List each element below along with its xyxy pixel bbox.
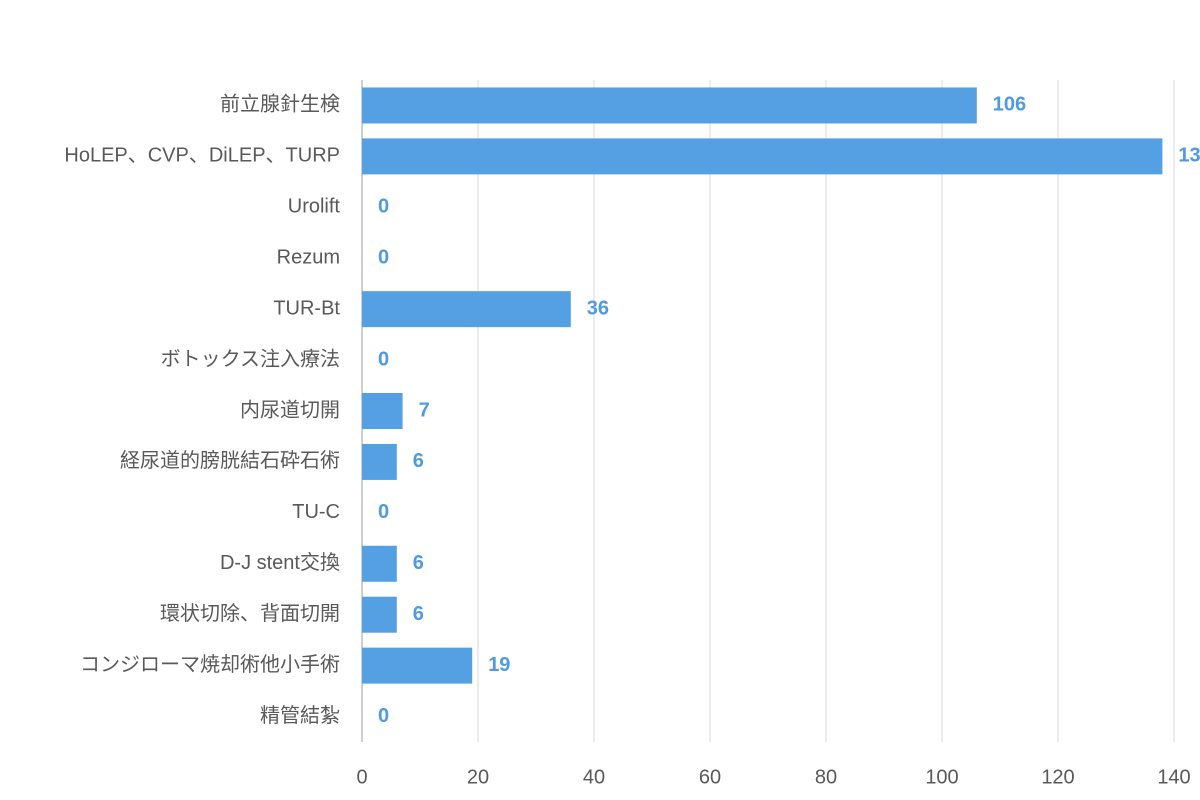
value-label: 138 — [1178, 145, 1200, 167]
value-label: 7 — [419, 399, 430, 421]
x-tick-label: 140 — [1157, 766, 1190, 788]
bar — [362, 291, 571, 328]
y-tick-label: 前立腺針生検 — [220, 93, 340, 116]
y-tick-label: TU-C — [292, 501, 340, 523]
value-label: 6 — [413, 450, 424, 472]
x-tick-label: 80 — [815, 766, 837, 788]
value-label: 36 — [587, 297, 609, 319]
value-label: 0 — [378, 705, 389, 727]
bar — [362, 393, 403, 429]
y-tick-label: 環状切除、背面切開 — [160, 602, 340, 625]
x-tick-label: 0 — [356, 766, 367, 788]
x-tick-label: 60 — [699, 766, 721, 788]
value-label: 0 — [378, 196, 389, 218]
value-label: 106 — [993, 94, 1026, 116]
y-tick-label: D-J stent交換 — [220, 551, 340, 574]
bar — [362, 596, 397, 633]
bar — [362, 87, 977, 124]
x-tick-label: 40 — [583, 766, 605, 788]
x-tick-label: 20 — [467, 766, 489, 788]
y-tick-label: TUR-Bt — [273, 297, 340, 319]
bar — [362, 647, 473, 684]
y-tick-label: ボトックス注入療法 — [161, 347, 340, 370]
value-label: 6 — [413, 603, 424, 625]
y-tick-label: 内尿道切開 — [240, 398, 340, 421]
bar — [362, 443, 397, 480]
bar — [362, 138, 1163, 175]
value-label: 0 — [378, 501, 389, 523]
value-label: 0 — [378, 247, 389, 269]
y-tick-label: 経尿道的膀胱結石砕石術 — [120, 449, 340, 472]
bar — [362, 545, 397, 582]
value-label: 19 — [488, 654, 510, 676]
y-tick-label: 精管結紮 — [260, 704, 340, 727]
value-label: 6 — [413, 552, 424, 574]
y-tick-label: Rezum — [277, 247, 340, 269]
y-tick-label: コンジローマ焼却術他小手術 — [80, 653, 340, 676]
value-label: 0 — [378, 348, 389, 370]
x-tick-label: 100 — [925, 766, 958, 788]
y-tick-label: Urolift — [288, 196, 341, 218]
y-tick-label: HoLEP、CVP、DiLEP、TURP — [64, 145, 340, 167]
x-tick-label: 120 — [1041, 766, 1074, 788]
